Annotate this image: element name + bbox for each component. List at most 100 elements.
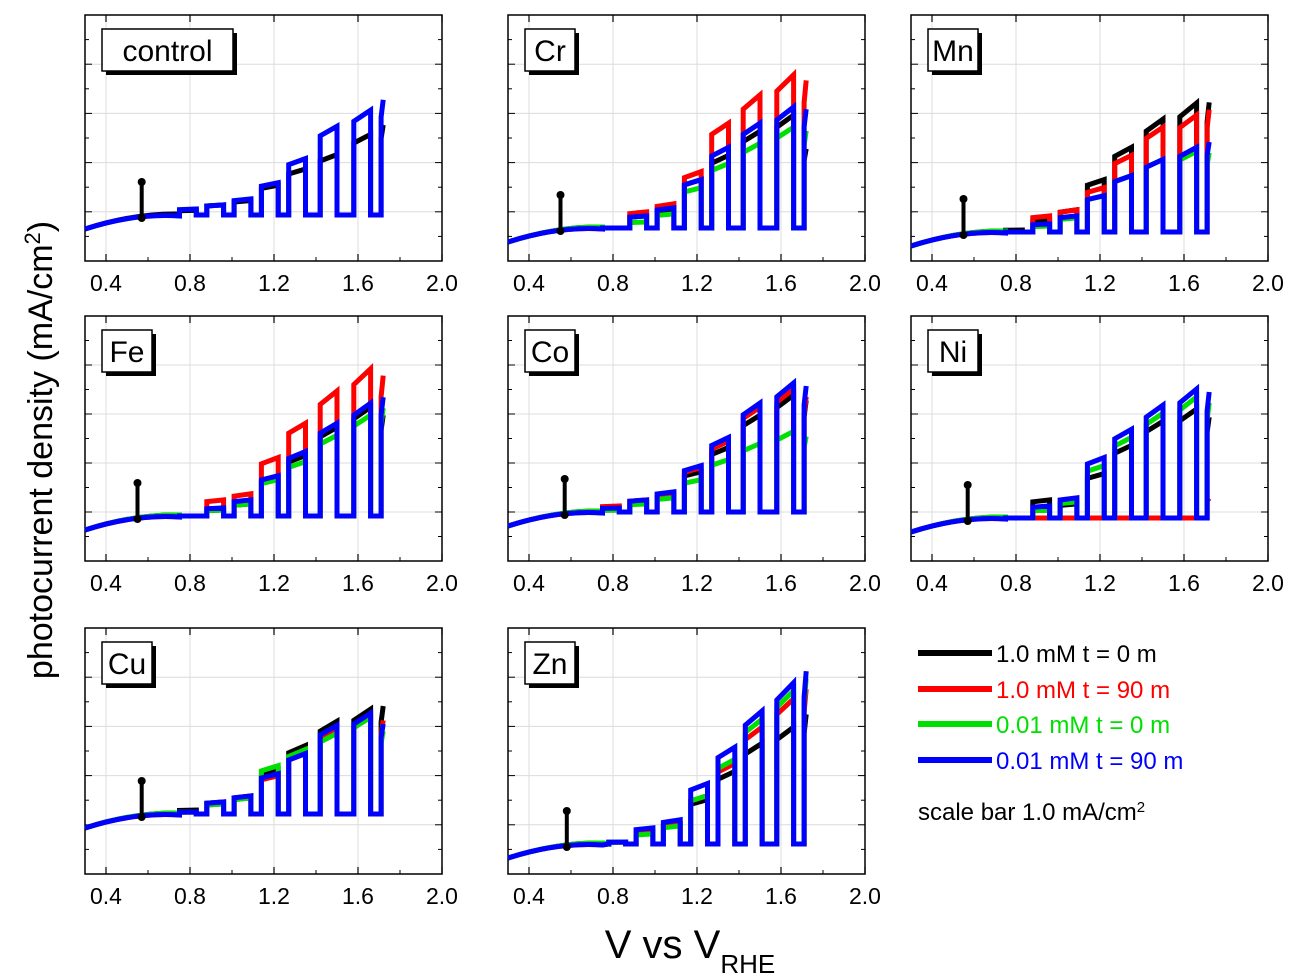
- title-box: [101, 641, 153, 685]
- scale-bar-cap-top: [963, 481, 972, 489]
- y-axis-label-main: photocurrent density (mA/cm: [22, 244, 60, 679]
- title-box: [927, 28, 979, 72]
- series-line-0-01-mm-t-90-m: [910, 383, 1212, 535]
- x-tick-label: 1.6: [765, 570, 797, 596]
- x-tick-label: 0.8: [174, 883, 206, 909]
- legend: 1.0 mM t = 0 m 1.0 mM t = 90 m 0.01 mM t…: [918, 641, 1183, 826]
- x-tick-label: 0.4: [916, 570, 948, 596]
- title-box: [927, 329, 979, 373]
- scale-bar-cap-bottom: [133, 515, 142, 523]
- y-axis-label-close: ): [22, 221, 60, 232]
- x-tick-label: 1.6: [1168, 570, 1200, 596]
- x-tick-label: 0.4: [90, 570, 122, 596]
- panel-title: Cr: [534, 35, 566, 68]
- panel-cr: 0.4 0.8 1.2 1.6 2.0 Cr: [507, 14, 881, 296]
- panel-zn: 0.4 0.8 1.2 1.6 2.0 Zn: [507, 627, 881, 909]
- x-tick-label: 1.6: [342, 570, 374, 596]
- x-tick-label: 0.8: [1000, 270, 1032, 296]
- x-tick-label: 2.0: [849, 270, 881, 296]
- x-tick-label: 2.0: [1252, 570, 1284, 596]
- scale-bar-cap-bottom: [560, 511, 569, 519]
- x-tick-label: 0.8: [1000, 570, 1032, 596]
- panel-ni: 0.4 0.8 1.2 1.6 2.0 Ni: [910, 315, 1284, 596]
- series-line-0-01-mm-t-90-m: [507, 670, 809, 861]
- panel-co: 0.4 0.8 1.2 1.6 2.0 Co: [507, 315, 881, 596]
- title-box: [524, 28, 576, 72]
- panel-title: Mn: [932, 35, 974, 68]
- scale-bar-cap-bottom: [963, 517, 972, 525]
- legend-label-3: 0.01 mM t = 0 m: [996, 712, 1170, 739]
- scale-bar-note: scale bar 1.0 mA/cm2: [918, 799, 1145, 827]
- x-tick-label: 2.0: [849, 570, 881, 596]
- x-tick-label: 0.8: [174, 570, 206, 596]
- scale-bar-cap-bottom: [137, 813, 146, 821]
- series-line-0-01-mm-t-90-m: [507, 101, 809, 245]
- scale-bar-cap-bottom: [562, 843, 571, 851]
- x-tick-label: 1.2: [258, 570, 290, 596]
- series-line-0-01-mm-t-90-m: [507, 377, 809, 529]
- x-tick-label: 0.4: [90, 270, 122, 296]
- scale-bar-cap-top: [137, 777, 146, 785]
- scale-bar-note-main: scale bar 1.0 mA/cm: [918, 799, 1137, 826]
- scale-bar-cap-top: [560, 475, 569, 483]
- x-tick-label: 0.8: [597, 570, 629, 596]
- scale-bar-cap-top: [556, 191, 565, 199]
- x-tick-label: 2.0: [426, 883, 458, 909]
- x-tick-label: 0.8: [174, 270, 206, 296]
- x-tick-label: 1.2: [258, 270, 290, 296]
- legend-label-2: 1.0 mM t = 90 m: [996, 677, 1170, 704]
- title-box: [101, 28, 234, 72]
- x-tick-label: 1.6: [342, 883, 374, 909]
- x-tick-label: 0.4: [513, 570, 545, 596]
- scale-bar-cap-bottom: [556, 227, 565, 235]
- x-tick-label: 2.0: [849, 883, 881, 909]
- y-axis-label: photocurrent density (mA/cm2): [20, 221, 61, 679]
- series-line-0-01-mm-t-90-m: [84, 99, 386, 232]
- x-tick-label: 1.2: [1084, 270, 1116, 296]
- scale-bar-cap-top: [959, 195, 968, 203]
- series-line-0-01-mm-t-90-m: [910, 141, 1212, 249]
- legend-label-4: 0.01 mM t = 90 m: [996, 748, 1183, 775]
- scale-bar-cap-top: [562, 807, 571, 815]
- x-tick-label: 1.6: [1168, 270, 1200, 296]
- x-tick-label: 1.2: [681, 270, 713, 296]
- scale-bar-cap-top: [137, 178, 146, 186]
- x-axis-label-sub: RHE: [720, 949, 775, 979]
- x-tick-label: 2.0: [426, 570, 458, 596]
- series-line-0-01-mm-t-90-m: [84, 708, 386, 831]
- x-tick-label: 1.2: [681, 883, 713, 909]
- legend-label-1: 1.0 mM t = 0 m: [996, 641, 1157, 668]
- scale-bar-cap-top: [133, 479, 142, 487]
- x-tick-label: 1.2: [681, 570, 713, 596]
- panel-title: Co: [531, 336, 569, 369]
- x-tick-label: 1.6: [765, 270, 797, 296]
- panel-fe: 0.4 0.8 1.2 1.6 2.0 Fe: [84, 315, 458, 596]
- x-tick-label: 0.4: [513, 270, 545, 296]
- x-tick-label: 1.2: [258, 883, 290, 909]
- panel-title: Fe: [109, 336, 144, 369]
- panel-mn: 0.4 0.8 1.2 1.6 2.0 Mn: [910, 14, 1284, 296]
- x-tick-label: 1.6: [342, 270, 374, 296]
- panel-cu: 0.4 0.8 1.2 1.6 2.0 Cu: [84, 627, 458, 909]
- x-tick-label: 0.4: [513, 883, 545, 909]
- series-line-0-01-mm-t-90-m: [84, 396, 386, 533]
- x-tick-label: 1.6: [765, 883, 797, 909]
- title-box: [524, 329, 576, 373]
- x-axis-label-main: V vs V: [605, 923, 721, 967]
- panel-control: 0.4 0.8 1.2 1.6 2.0 control: [84, 14, 458, 296]
- x-tick-label: 0.4: [90, 883, 122, 909]
- x-tick-label: 0.4: [916, 270, 948, 296]
- x-tick-label: 2.0: [1252, 270, 1284, 296]
- title-box: [524, 641, 576, 685]
- x-tick-label: 0.8: [597, 270, 629, 296]
- x-tick-label: 0.8: [597, 883, 629, 909]
- x-tick-label: 1.2: [1084, 570, 1116, 596]
- title-box: [101, 329, 153, 373]
- scale-bar-cap-bottom: [137, 214, 146, 222]
- x-axis-label: V vs VRHE: [605, 923, 776, 979]
- panel-title: Cu: [108, 648, 146, 681]
- panel-title: control: [122, 35, 212, 68]
- scale-bar-cap-bottom: [959, 231, 968, 239]
